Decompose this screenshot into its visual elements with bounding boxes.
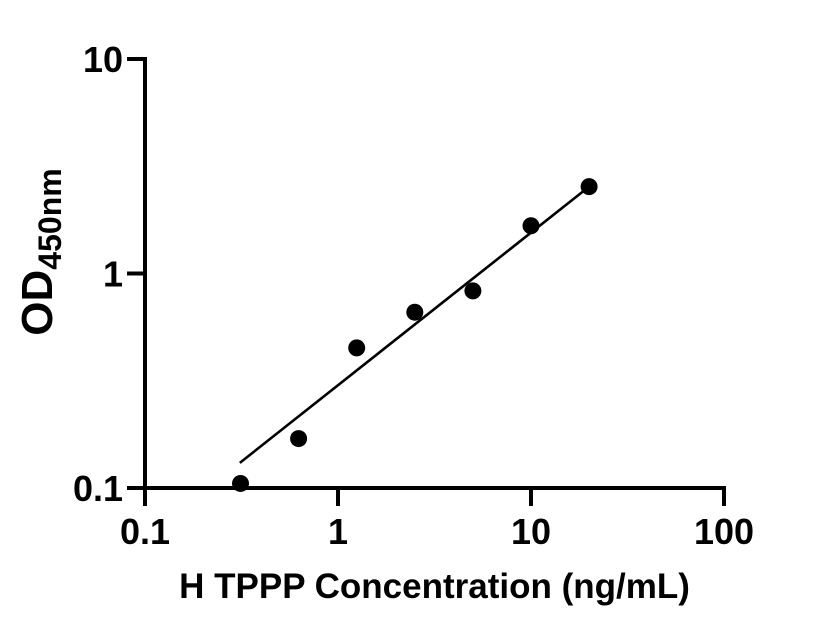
y-axis-title-subscript: 450nm	[32, 168, 68, 269]
data-point	[406, 303, 424, 321]
y-tick-label: 1	[103, 254, 123, 295]
y-tick-label: 0.1	[73, 468, 123, 509]
data-point	[522, 217, 540, 235]
data-point	[580, 178, 598, 196]
data-point	[232, 474, 250, 492]
x-axis-title: H TPPP Concentration (ng/mL)	[179, 567, 690, 606]
x-tick-label: 10	[511, 511, 551, 552]
data-point	[464, 282, 482, 300]
y-axis-title: OD450nm	[13, 168, 68, 335]
x-tick-label: 1	[328, 511, 348, 552]
data-point	[348, 339, 366, 357]
y-axis-title-main: OD	[13, 270, 62, 336]
data-points	[232, 178, 598, 492]
y-tick-label: 10	[83, 39, 123, 80]
x-tick-label: 100	[694, 511, 754, 552]
data-point	[290, 430, 308, 448]
x-tick-label: 0.1	[120, 511, 170, 552]
